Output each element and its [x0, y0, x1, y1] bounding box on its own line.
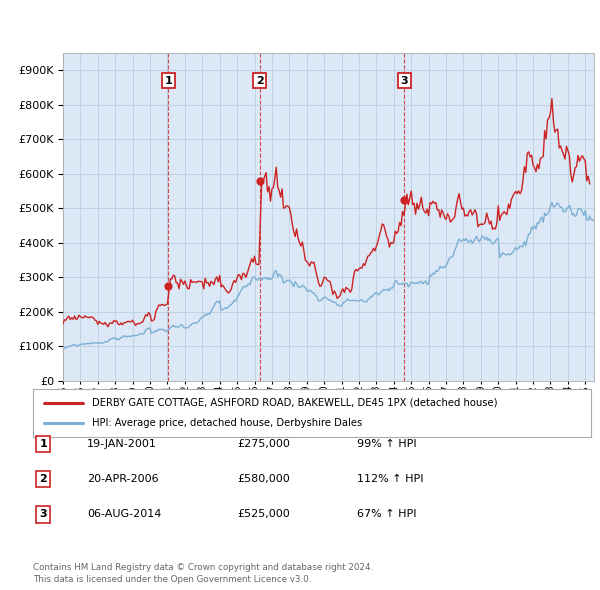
- Point: [255, 176, 265, 185]
- Text: HPI: Average price, detached house, Derbyshire Dales: HPI: Average price, detached house, Derb…: [92, 418, 362, 428]
- Text: 2: 2: [40, 474, 47, 484]
- Text: Contains HM Land Registry data © Crown copyright and database right 2024.
This d: Contains HM Land Registry data © Crown c…: [33, 563, 373, 584]
- Text: 112% ↑ HPI: 112% ↑ HPI: [357, 474, 424, 484]
- Text: DERBY GATE COTTAGE, ASHFORD ROAD, BAKEWELL, DE45 1PX (detached house): DERBY GATE COTTAGE, ASHFORD ROAD, BAKEWE…: [92, 398, 497, 408]
- Text: 3: 3: [400, 76, 408, 86]
- Text: 3: 3: [40, 510, 47, 519]
- Text: £580,000: £580,000: [237, 474, 290, 484]
- Text: 99% ↑ HPI: 99% ↑ HPI: [357, 439, 416, 448]
- Text: 2: 2: [256, 76, 263, 86]
- Point: [164, 281, 173, 290]
- Text: 20-APR-2006: 20-APR-2006: [87, 474, 158, 484]
- Text: £525,000: £525,000: [237, 510, 290, 519]
- Text: 67% ↑ HPI: 67% ↑ HPI: [357, 510, 416, 519]
- Text: 06-AUG-2014: 06-AUG-2014: [87, 510, 161, 519]
- Text: £275,000: £275,000: [237, 439, 290, 448]
- Point: [400, 195, 409, 204]
- Text: 1: 1: [40, 439, 47, 448]
- Text: 1: 1: [164, 76, 172, 86]
- Text: 19-JAN-2001: 19-JAN-2001: [87, 439, 157, 448]
